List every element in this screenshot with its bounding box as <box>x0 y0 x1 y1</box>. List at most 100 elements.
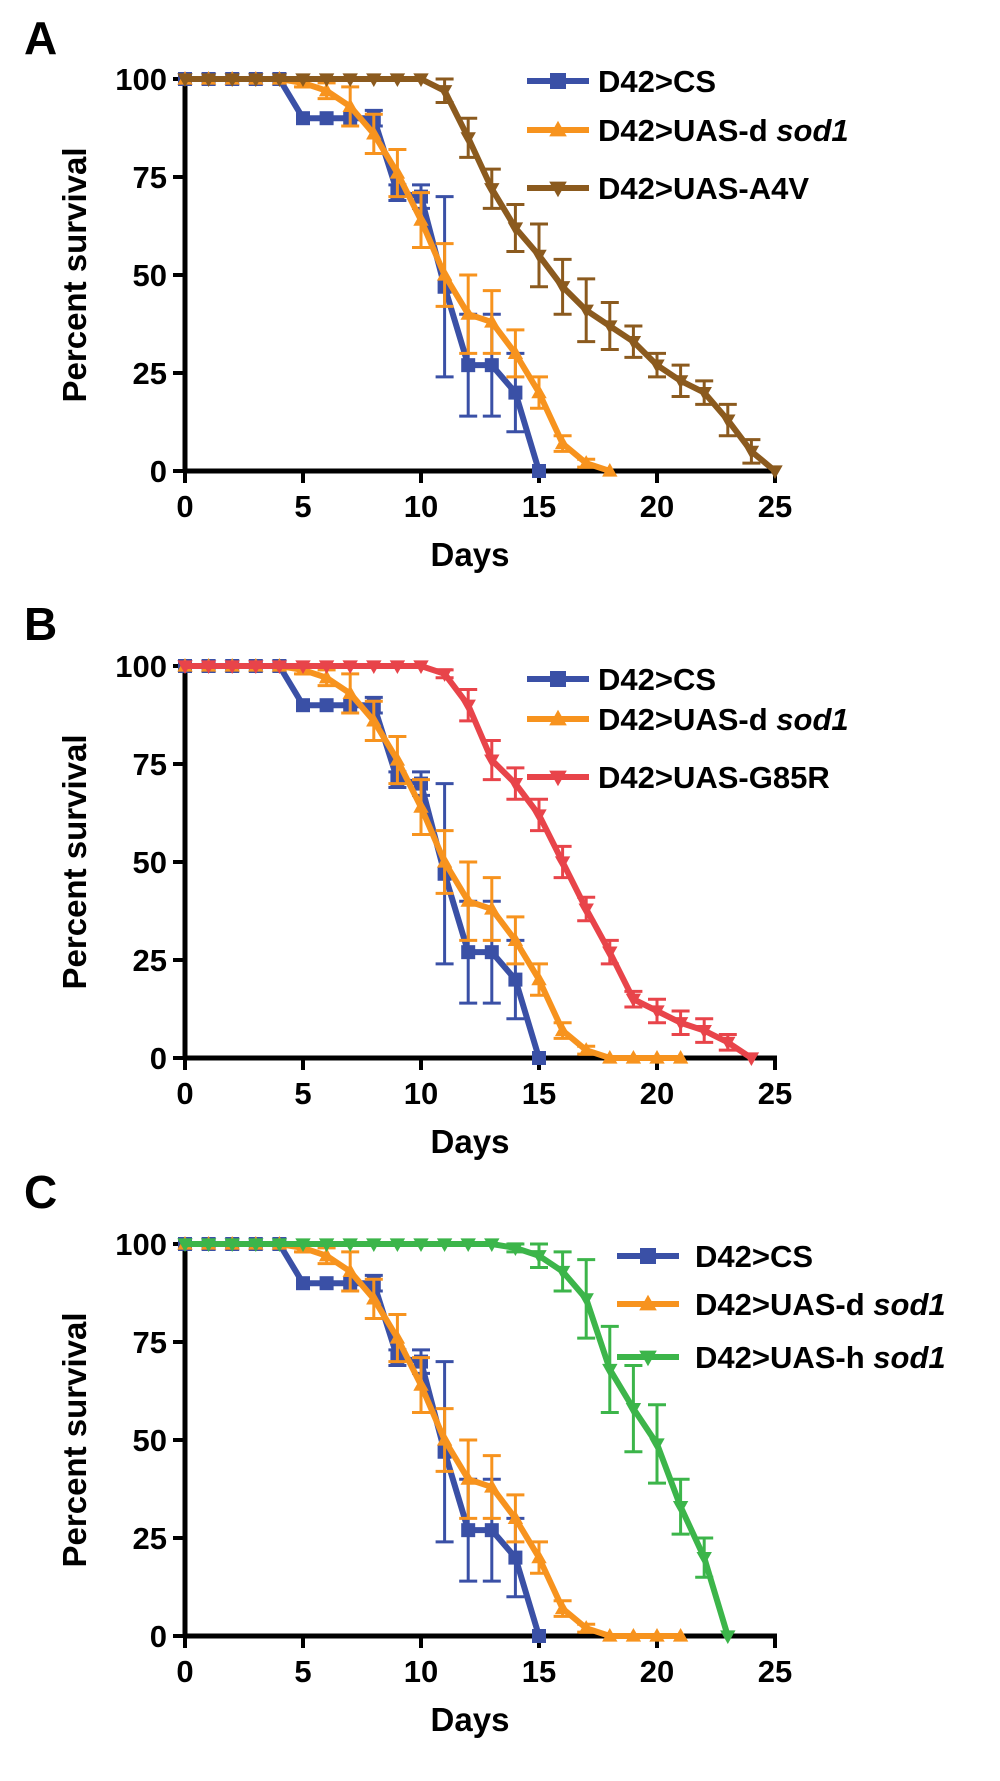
data-point <box>296 698 310 713</box>
legend-entry: D42>UAS-d sod1 <box>527 702 849 737</box>
data-point <box>436 85 453 99</box>
x-tick-label: 20 <box>640 489 674 524</box>
data-point <box>578 1293 594 1307</box>
data-point <box>508 385 523 400</box>
series-line <box>185 76 542 472</box>
data-point <box>366 73 382 88</box>
legend-label: D42>CS <box>598 64 716 99</box>
data-point <box>602 1363 618 1378</box>
chart-panel-b: B 0 5 10 15 20 25 0 25 50 75 100 Days Percent surviva… <box>24 598 849 1160</box>
y-tick-label: 75 <box>133 160 167 195</box>
data-point <box>319 698 334 713</box>
data-point <box>484 1523 499 1538</box>
y-tick-label: 100 <box>115 62 167 97</box>
data-point <box>484 1478 500 1493</box>
y-tick-label: 0 <box>150 1619 167 1654</box>
data-point <box>484 945 499 960</box>
panel-letter: B <box>24 598 57 650</box>
data-point <box>554 1600 571 1615</box>
data-point <box>318 1238 335 1253</box>
data-point <box>602 320 618 335</box>
data-point <box>602 462 618 477</box>
data-point <box>625 336 642 350</box>
series-3 <box>177 660 760 1067</box>
data-point <box>436 668 453 682</box>
data-point <box>696 1024 712 1039</box>
data-point <box>578 304 594 319</box>
data-point <box>532 1051 546 1065</box>
series-1 <box>178 1237 546 1643</box>
legend-marker <box>550 73 566 89</box>
y-tick-label: 50 <box>133 258 167 293</box>
legend-label: D42>UAS-d sod1 <box>695 1287 946 1322</box>
data-point <box>271 660 288 675</box>
data-point <box>484 358 499 373</box>
data-point <box>625 1627 642 1642</box>
data-point <box>578 1620 594 1634</box>
y-tick-label: 75 <box>133 747 167 782</box>
x-tick-label: 0 <box>176 1654 193 1689</box>
x-axis-title: Days <box>431 1701 510 1738</box>
legend-label: D42>UAS-G85R <box>598 760 830 795</box>
data-point <box>248 660 264 675</box>
data-point <box>389 165 406 179</box>
data-point <box>484 754 500 769</box>
data-point <box>413 212 429 226</box>
x-tick-label: 0 <box>176 1076 193 1111</box>
data-point <box>248 73 264 88</box>
data-point <box>696 387 712 401</box>
series-line <box>185 663 542 1059</box>
data-point <box>507 932 524 946</box>
data-point <box>508 1550 523 1565</box>
x-tick-label: 5 <box>294 489 311 524</box>
legend-marker <box>549 770 567 787</box>
data-point <box>531 249 547 264</box>
series-1 <box>178 659 546 1065</box>
y-tick-label: 0 <box>150 1041 167 1076</box>
data-point <box>531 971 547 986</box>
data-point <box>460 699 476 714</box>
data-point <box>484 1238 500 1253</box>
data-point <box>366 1238 382 1253</box>
data-point <box>248 1238 264 1253</box>
legend-label: D42>UAS-h sod1 <box>695 1340 946 1375</box>
data-point <box>413 73 429 88</box>
data-point <box>696 1552 712 1566</box>
data-point <box>413 799 429 813</box>
legend-entry: D42>UAS-A4V <box>527 171 809 206</box>
legend-entry: D42>UAS-d sod1 <box>527 113 849 148</box>
data-point <box>767 465 783 480</box>
legend-label: D42>CS <box>695 1239 813 1274</box>
legend-entry: D42>CS <box>617 1239 813 1274</box>
series-2 <box>177 1235 689 1642</box>
data-point <box>461 1523 476 1538</box>
legend-marker <box>639 1294 657 1311</box>
data-point <box>461 358 476 373</box>
data-point <box>532 1629 546 1643</box>
data-point <box>578 455 594 469</box>
data-point <box>672 1017 689 1031</box>
legend-marker <box>549 709 567 726</box>
series-3 <box>177 73 783 480</box>
data-point <box>177 660 193 675</box>
data-point <box>389 1330 406 1344</box>
data-point <box>389 73 406 88</box>
legend-label: D42>UAS-d sod1 <box>598 113 849 148</box>
data-point <box>507 1510 524 1524</box>
data-point <box>318 1247 335 1262</box>
x-tick-label: 10 <box>404 1076 438 1111</box>
data-point <box>602 1627 618 1642</box>
data-point <box>200 660 217 675</box>
legend-entry: D42>CS <box>527 662 716 697</box>
data-point <box>295 1238 311 1253</box>
data-point <box>531 809 547 824</box>
data-point <box>649 1627 665 1642</box>
data-point <box>531 1250 547 1264</box>
data-point <box>554 1265 571 1280</box>
data-point <box>413 660 429 675</box>
x-tick-label: 10 <box>404 1654 438 1689</box>
data-point <box>484 900 500 915</box>
legend-entry: D42>UAS-G85R <box>527 760 830 795</box>
y-tick-label: 75 <box>133 1325 167 1360</box>
data-point <box>342 1263 358 1278</box>
